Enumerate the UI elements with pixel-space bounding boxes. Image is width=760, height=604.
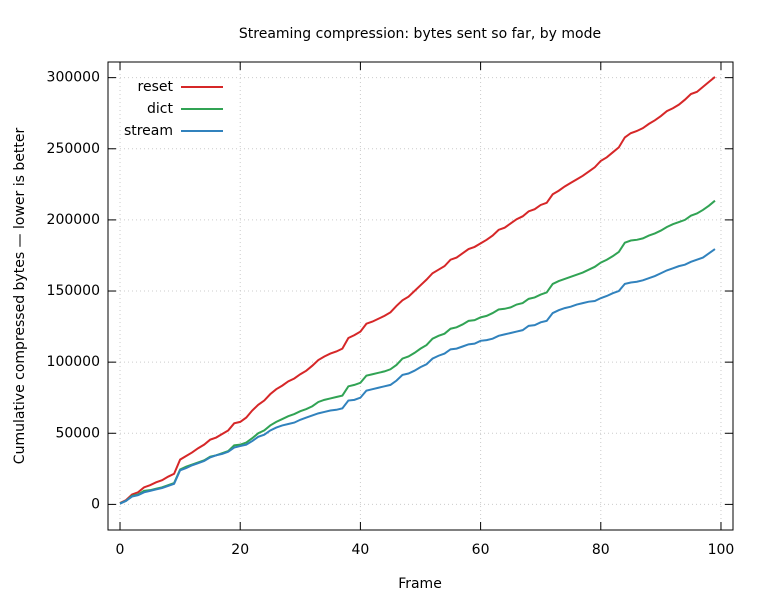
x-tick-label: 40 (351, 542, 369, 558)
y-tick-label: 150000 (47, 283, 100, 299)
y-tick-label: 300000 (47, 70, 100, 86)
legend-label: reset (138, 79, 174, 95)
series-line (119, 248, 716, 505)
y-axis-label: Cumulative compressed bytes — lower is b… (12, 128, 28, 465)
y-tick-label: 200000 (47, 212, 100, 228)
x-tick-label: 20 (231, 542, 249, 558)
series-line (119, 76, 716, 504)
x-tick-label: 80 (592, 542, 610, 558)
chart-title: Streaming compression: bytes sent so far… (239, 26, 601, 42)
x-tick-label: 60 (472, 542, 490, 558)
y-tick-label: 0 (91, 496, 100, 512)
x-axis-label: Frame (398, 576, 442, 592)
y-tick-label: 100000 (47, 354, 100, 370)
y-tick-label: 50000 (55, 425, 100, 441)
x-tick-label: 100 (708, 542, 735, 558)
x-tick-label: 0 (116, 542, 125, 558)
legend-label: dict (147, 101, 173, 117)
plot-border (107, 61, 734, 531)
y-tick-label: 250000 (47, 141, 100, 157)
legend-label: stream (124, 123, 173, 139)
